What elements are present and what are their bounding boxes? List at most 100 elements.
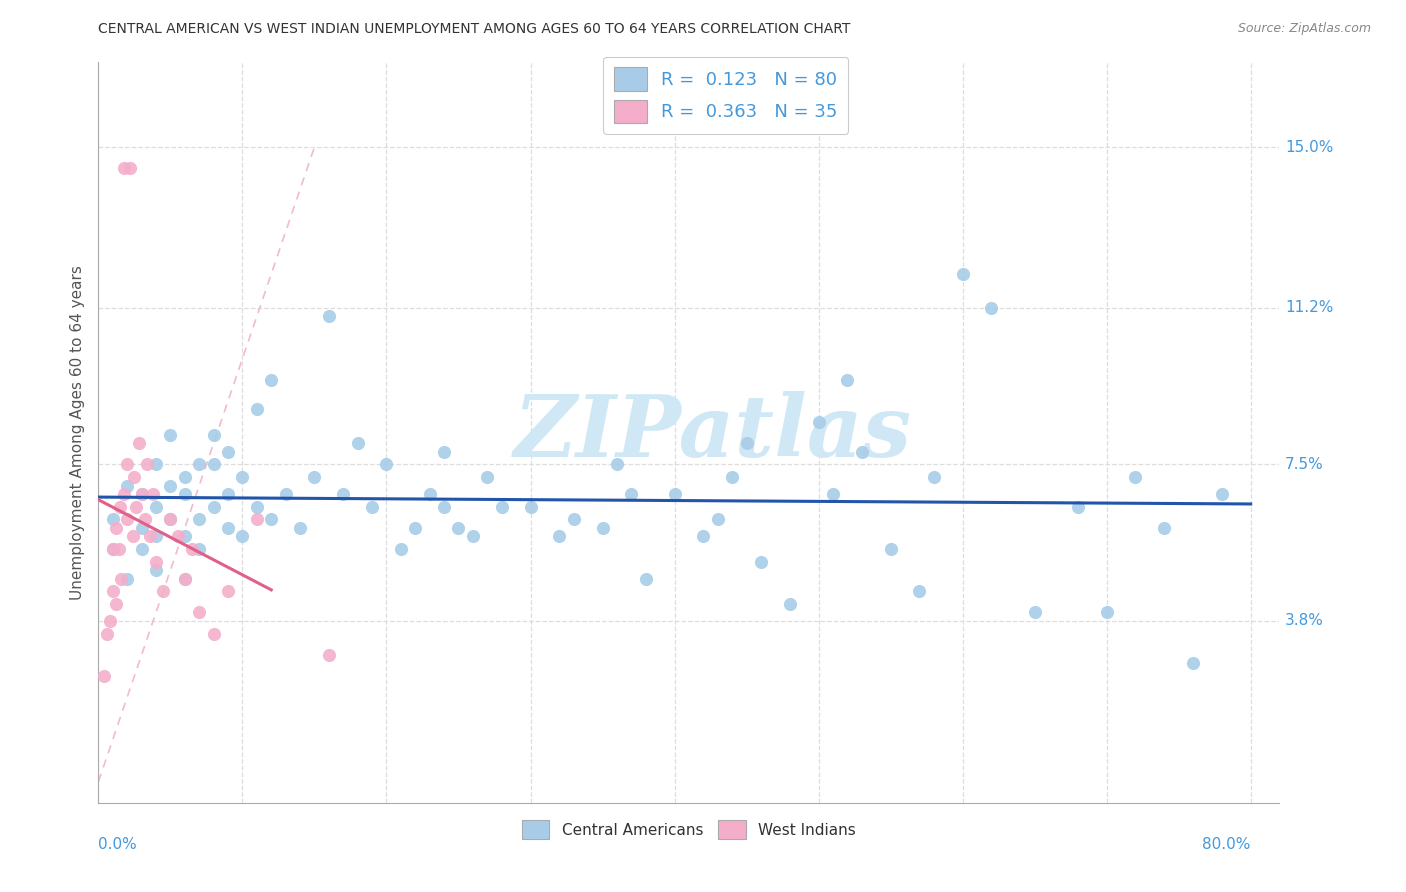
Point [145,563,167,577]
Point [145,500,167,514]
Point [128,436,150,450]
Point [110,572,132,586]
Text: 80.0%: 80.0% [1202,837,1251,852]
Point [477,470,499,484]
Point [606,458,628,472]
Point [202,500,225,514]
Point [304,470,326,484]
Text: 7.5%: 7.5% [1285,457,1324,472]
Point [692,529,714,543]
Point [404,521,426,535]
Point [620,487,643,501]
Point [217,584,239,599]
Point [231,470,253,484]
Point [145,458,167,472]
Point [202,427,225,442]
Point [361,500,384,514]
Point [246,512,269,526]
Point [721,470,744,484]
Point [318,648,340,662]
Point [122,529,145,543]
Point [145,529,167,543]
Point [173,572,195,586]
Point [217,487,239,501]
Point [136,458,159,472]
Point [592,521,614,535]
Point [188,458,211,472]
Point [332,487,354,501]
Point [346,436,368,450]
Point [159,427,181,442]
Point [1153,521,1175,535]
Point [735,436,758,450]
Point [173,572,195,586]
Point [173,487,195,501]
Point [851,444,873,458]
Text: 15.0%: 15.0% [1285,139,1334,154]
Point [142,487,165,501]
Point [491,500,513,514]
Point [1182,656,1205,670]
Point [98,614,121,628]
Point [980,301,1002,315]
Point [246,402,269,417]
Point [821,487,844,501]
Point [447,521,470,535]
Point [159,478,181,492]
Point [706,512,728,526]
Point [217,521,239,535]
Point [188,541,211,556]
Point [461,529,484,543]
Point [173,470,195,484]
Point [562,512,585,526]
Point [115,572,138,586]
Text: Source: ZipAtlas.com: Source: ZipAtlas.com [1237,22,1371,36]
Point [634,572,657,586]
Point [1024,606,1046,620]
Point [274,487,297,501]
Point [318,310,340,324]
Point [145,555,167,569]
Point [202,458,225,472]
Point [120,161,142,176]
Point [779,597,801,611]
Point [375,458,398,472]
Point [101,541,124,556]
Point [837,373,859,387]
Point [260,373,283,387]
Point [112,161,135,176]
Point [1067,500,1090,514]
Point [131,541,153,556]
Point [519,500,541,514]
Point [548,529,571,543]
Point [159,512,181,526]
Point [188,512,211,526]
Point [166,529,188,543]
Point [188,606,211,620]
Point [125,500,148,514]
Point [389,541,412,556]
Point [922,470,945,484]
Point [231,529,253,543]
Point [159,512,181,526]
Point [952,267,974,281]
Point [1095,606,1118,620]
Point [107,541,129,556]
Point [749,555,772,569]
Point [1125,470,1147,484]
Point [181,541,204,556]
Point [104,597,127,611]
Point [433,500,456,514]
Text: 3.8%: 3.8% [1285,614,1324,628]
Point [173,529,195,543]
Point [131,521,153,535]
Point [202,626,225,640]
Point [664,487,686,501]
Point [433,444,456,458]
Text: 11.2%: 11.2% [1285,301,1334,315]
Point [93,669,115,683]
Text: CENTRAL AMERICAN VS WEST INDIAN UNEMPLOYMENT AMONG AGES 60 TO 64 YEARS CORRELATI: CENTRAL AMERICAN VS WEST INDIAN UNEMPLOY… [98,22,851,37]
Y-axis label: Unemployment Among Ages 60 to 64 years: Unemployment Among Ages 60 to 64 years [69,265,84,600]
Point [131,487,153,501]
Point [908,584,931,599]
